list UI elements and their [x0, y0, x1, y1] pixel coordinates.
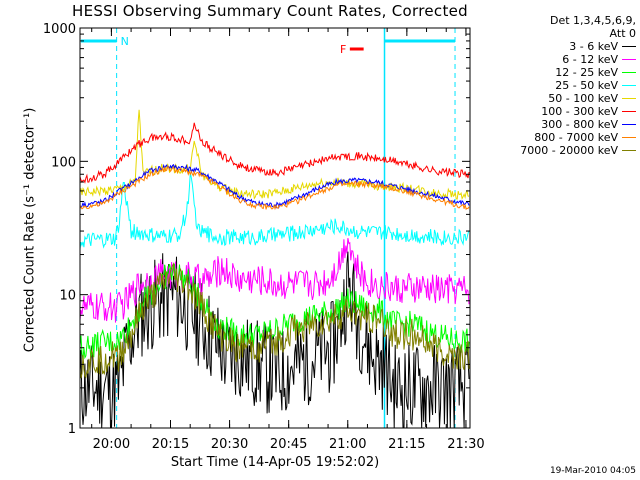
series-line-5: [80, 123, 469, 183]
x-tick-label: 21:00: [329, 437, 366, 452]
x-tick-label: 20:00: [93, 437, 130, 452]
flare-label: F: [340, 43, 346, 56]
y-tick-label: 1000: [43, 22, 76, 37]
series-line-4: [80, 110, 469, 199]
x-tick-label: 20:45: [270, 437, 307, 452]
y-axis-label: Corrected Count Rate (s⁻¹ detector⁻¹): [23, 108, 38, 353]
night-label: N: [121, 35, 129, 48]
x-axis-label: Start Time (14-Apr-05 19:52:02): [80, 455, 470, 470]
series-line-3: [80, 173, 469, 249]
y-tick-label: 10: [59, 289, 76, 304]
y-tick-label: 100: [51, 155, 76, 170]
x-tick-label: 21:15: [388, 437, 425, 452]
generation-timestamp: 19-Mar-2010 04:05: [550, 466, 636, 476]
x-tick-label: 20:30: [211, 437, 248, 452]
x-tick-label: 21:30: [447, 437, 484, 452]
x-tick-label: 20:15: [152, 437, 189, 452]
y-tick-label: 1: [68, 422, 76, 437]
